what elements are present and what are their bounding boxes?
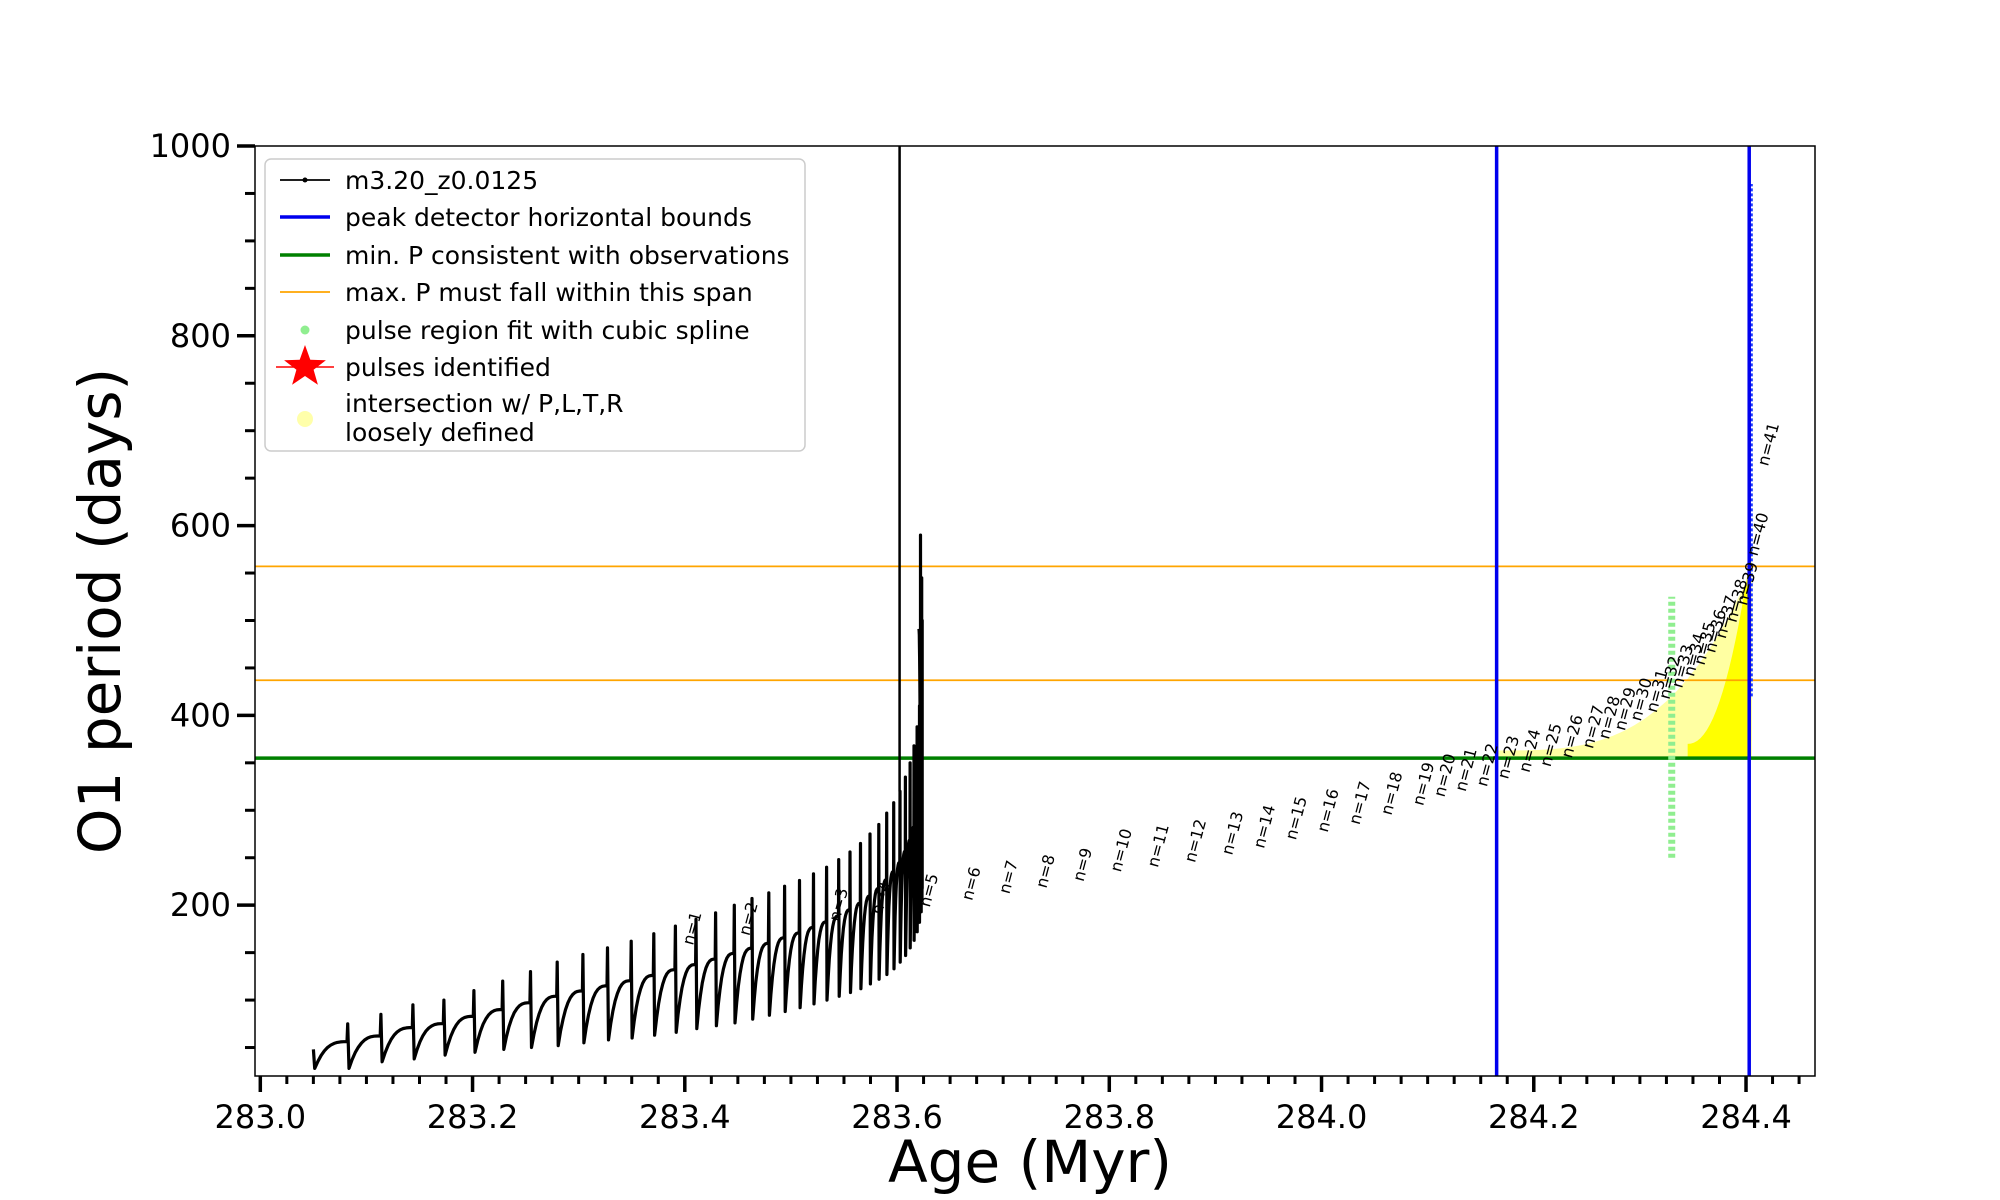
legend-handle-big-dot	[297, 411, 313, 427]
y-axis-title: O1 period (days)	[66, 368, 134, 854]
y-tick-label: 800	[170, 317, 231, 355]
pulse-label: n=15	[1281, 794, 1311, 841]
pulse-label: n=12	[1180, 817, 1210, 864]
pulse-label: n=14	[1249, 803, 1279, 850]
y-tick-label: 600	[170, 507, 231, 545]
peak-detector-bounds	[1494, 146, 1751, 1076]
y-tick-label: 200	[170, 886, 231, 924]
x-tick-label: 283.8	[1063, 1098, 1155, 1136]
series-line	[311, 533, 924, 1070]
y-tick-label: 400	[170, 696, 231, 734]
pulse-label: n=1	[678, 909, 705, 947]
legend-label: pulse region fit with cubic spline	[345, 316, 750, 345]
x-tick-label: 283.0	[215, 1098, 307, 1136]
plot-frame	[254, 145, 1816, 1077]
pulse-label: n=3	[825, 886, 852, 924]
pulse-label: n=18	[1377, 770, 1407, 817]
pulse-label: n=40	[1743, 511, 1773, 558]
x-axis-title: Age (Myr)	[888, 1128, 1172, 1196]
pulse-label: n=9	[1069, 846, 1096, 884]
legend-handle-star	[284, 345, 326, 385]
legend-label: peak detector horizontal bounds	[345, 203, 752, 232]
x-tick-label: 283.2	[427, 1098, 519, 1136]
x-tick-label: 283.6	[851, 1098, 943, 1136]
legend-label: intersection w/ P,L,T,R	[345, 389, 624, 418]
legend-label: min. P consistent with observations	[345, 241, 790, 270]
legend-label: pulses identified	[345, 353, 551, 382]
intersection-core	[1687, 549, 1752, 759]
pulse-label: n=6	[958, 865, 985, 903]
intersection-region	[1496, 549, 1752, 760]
pulse-label: n=8	[1032, 852, 1059, 890]
x-tick-label: 284.2	[1488, 1098, 1580, 1136]
legend-handle-series-marker	[302, 177, 308, 183]
pulse-label: n=2	[735, 900, 762, 938]
legend-label: m3.20_z0.0125	[345, 166, 538, 195]
pulse-label: n=41	[1753, 420, 1783, 467]
pulse-label: n=13	[1218, 809, 1248, 856]
legend-label-line2: loosely defined	[345, 418, 535, 447]
pulse-label: n=17	[1345, 779, 1375, 826]
pulse-label: n=7	[995, 858, 1022, 896]
x-tick-label: 284.0	[1276, 1098, 1368, 1136]
plot-area	[255, 146, 1815, 1076]
period-series	[311, 146, 1753, 1070]
legend-label: max. P must fall within this span	[345, 278, 753, 307]
x-axis-ticks: 283.0 283.2 283.4 283.6 283.8 284.0 284.2 284.4	[215, 1076, 1801, 1136]
pulse-label: n=11	[1143, 822, 1173, 869]
pulse-labels: n=1 n=2 n=3 n=4 n=5 n=6 n=7 n=8 n=9 n=10 n=11 n=12 n…	[678, 420, 1783, 947]
x-tick-label: 283.4	[639, 1098, 731, 1136]
y-axis-ticks: 200 400 600 800 1000	[150, 127, 255, 1050]
pulse-label: n=16	[1313, 787, 1343, 834]
intersection-band	[1496, 570, 1752, 760]
x-tick-label: 284.4	[1700, 1098, 1792, 1136]
legend-box	[264, 158, 806, 452]
y-tick-label: 1000	[150, 127, 231, 165]
legend-handle-dot	[300, 325, 310, 335]
horizontal-reference-lines	[255, 565, 1815, 760]
pulse-label: n=10	[1106, 827, 1136, 874]
